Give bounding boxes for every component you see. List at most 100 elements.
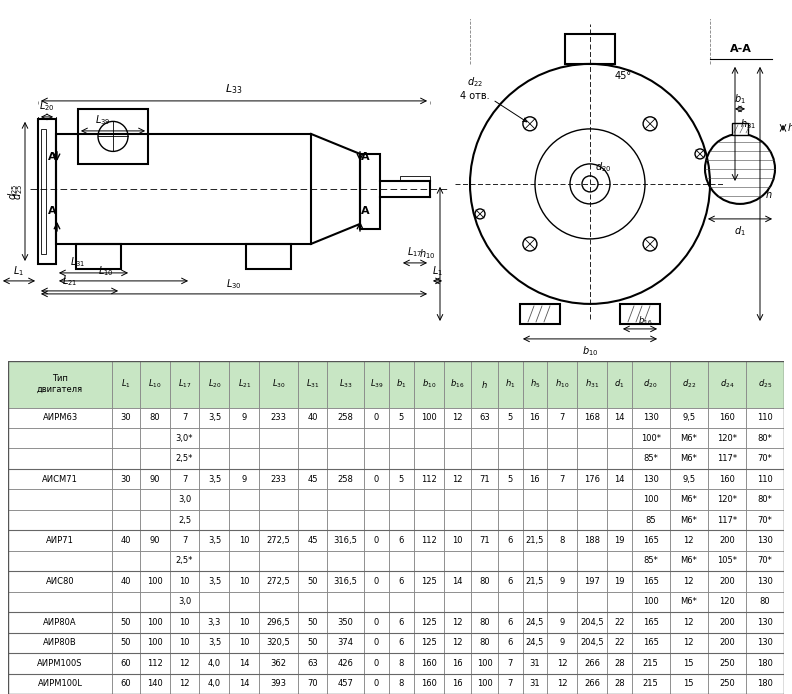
Bar xyxy=(298,510,327,530)
Bar xyxy=(327,407,364,428)
Text: $d_{25}$: $d_{25}$ xyxy=(6,183,20,200)
Text: 393: 393 xyxy=(270,679,287,688)
Bar xyxy=(139,469,169,489)
Bar xyxy=(200,612,230,633)
Text: 12: 12 xyxy=(683,618,694,627)
Text: 3,0*: 3,0* xyxy=(176,434,193,443)
Bar xyxy=(230,592,259,612)
Bar xyxy=(631,653,670,674)
Bar xyxy=(607,469,631,489)
Text: 100: 100 xyxy=(477,659,493,668)
Bar xyxy=(298,489,327,510)
Bar xyxy=(631,633,670,653)
Text: 31: 31 xyxy=(530,659,540,668)
Bar xyxy=(200,530,230,551)
Bar xyxy=(523,551,547,571)
Bar xyxy=(523,428,547,448)
Bar xyxy=(547,551,577,571)
Bar xyxy=(620,304,660,324)
Bar xyxy=(169,407,200,428)
Bar xyxy=(498,633,523,653)
Bar xyxy=(607,653,631,674)
Text: 130: 130 xyxy=(642,413,659,422)
Bar xyxy=(577,489,607,510)
Bar xyxy=(298,551,327,571)
Bar xyxy=(169,469,200,489)
Text: 80: 80 xyxy=(479,618,489,627)
Bar xyxy=(112,551,139,571)
Text: 71: 71 xyxy=(479,536,489,545)
Bar xyxy=(200,361,230,407)
Bar xyxy=(631,448,670,469)
Text: 204,5: 204,5 xyxy=(581,638,604,648)
Bar xyxy=(139,428,169,448)
Bar xyxy=(444,551,471,571)
Bar xyxy=(8,407,112,428)
Text: 90: 90 xyxy=(149,475,160,484)
Bar xyxy=(112,428,139,448)
Text: 40: 40 xyxy=(120,536,131,545)
Bar xyxy=(444,674,471,694)
Bar xyxy=(169,489,200,510)
Bar xyxy=(364,653,389,674)
Bar xyxy=(708,612,746,633)
Bar xyxy=(327,633,364,653)
Bar xyxy=(327,448,364,469)
Text: 80*: 80* xyxy=(758,434,772,443)
Bar xyxy=(230,510,259,530)
Bar xyxy=(498,633,523,653)
Text: $d_{25}$: $d_{25}$ xyxy=(11,183,25,200)
Text: 100: 100 xyxy=(643,495,658,504)
Bar xyxy=(577,448,607,469)
Bar xyxy=(169,489,200,510)
Bar xyxy=(327,361,364,407)
Text: 272,5: 272,5 xyxy=(267,536,291,545)
Bar xyxy=(577,361,607,407)
Text: 3,3: 3,3 xyxy=(208,618,221,627)
Bar xyxy=(139,571,169,592)
Bar xyxy=(298,633,327,653)
Bar xyxy=(498,530,523,551)
Bar xyxy=(471,361,498,407)
Bar xyxy=(139,551,169,571)
Bar xyxy=(547,653,577,674)
Bar xyxy=(139,592,169,612)
Bar xyxy=(200,489,230,510)
Text: 215: 215 xyxy=(643,679,658,688)
Bar xyxy=(259,674,298,694)
Bar xyxy=(246,244,291,269)
Bar xyxy=(547,489,577,510)
Bar xyxy=(607,428,631,448)
Bar xyxy=(498,612,523,633)
Bar xyxy=(631,530,670,551)
Bar xyxy=(670,612,708,633)
Bar xyxy=(708,653,746,674)
Text: 215: 215 xyxy=(643,659,658,668)
Bar xyxy=(746,674,784,694)
Bar xyxy=(607,551,631,571)
Bar xyxy=(577,428,607,448)
Bar xyxy=(413,551,444,571)
Text: 70*: 70* xyxy=(758,557,772,566)
Text: 120: 120 xyxy=(719,598,735,607)
Bar xyxy=(112,551,139,571)
Bar xyxy=(670,592,708,612)
Bar xyxy=(112,510,139,530)
Text: 50: 50 xyxy=(307,638,318,648)
Text: 140: 140 xyxy=(147,679,162,688)
Bar xyxy=(670,592,708,612)
Bar xyxy=(112,571,139,592)
Bar xyxy=(746,653,784,674)
Bar xyxy=(413,469,444,489)
Bar xyxy=(577,612,607,633)
Bar xyxy=(8,551,112,571)
Bar xyxy=(230,571,259,592)
Bar xyxy=(259,653,298,674)
Bar xyxy=(670,407,708,428)
Bar xyxy=(471,653,498,674)
Text: 4,0: 4,0 xyxy=(208,679,221,688)
Text: 60: 60 xyxy=(120,659,131,668)
Bar xyxy=(389,530,413,551)
Bar xyxy=(139,633,169,653)
Bar xyxy=(8,653,112,674)
